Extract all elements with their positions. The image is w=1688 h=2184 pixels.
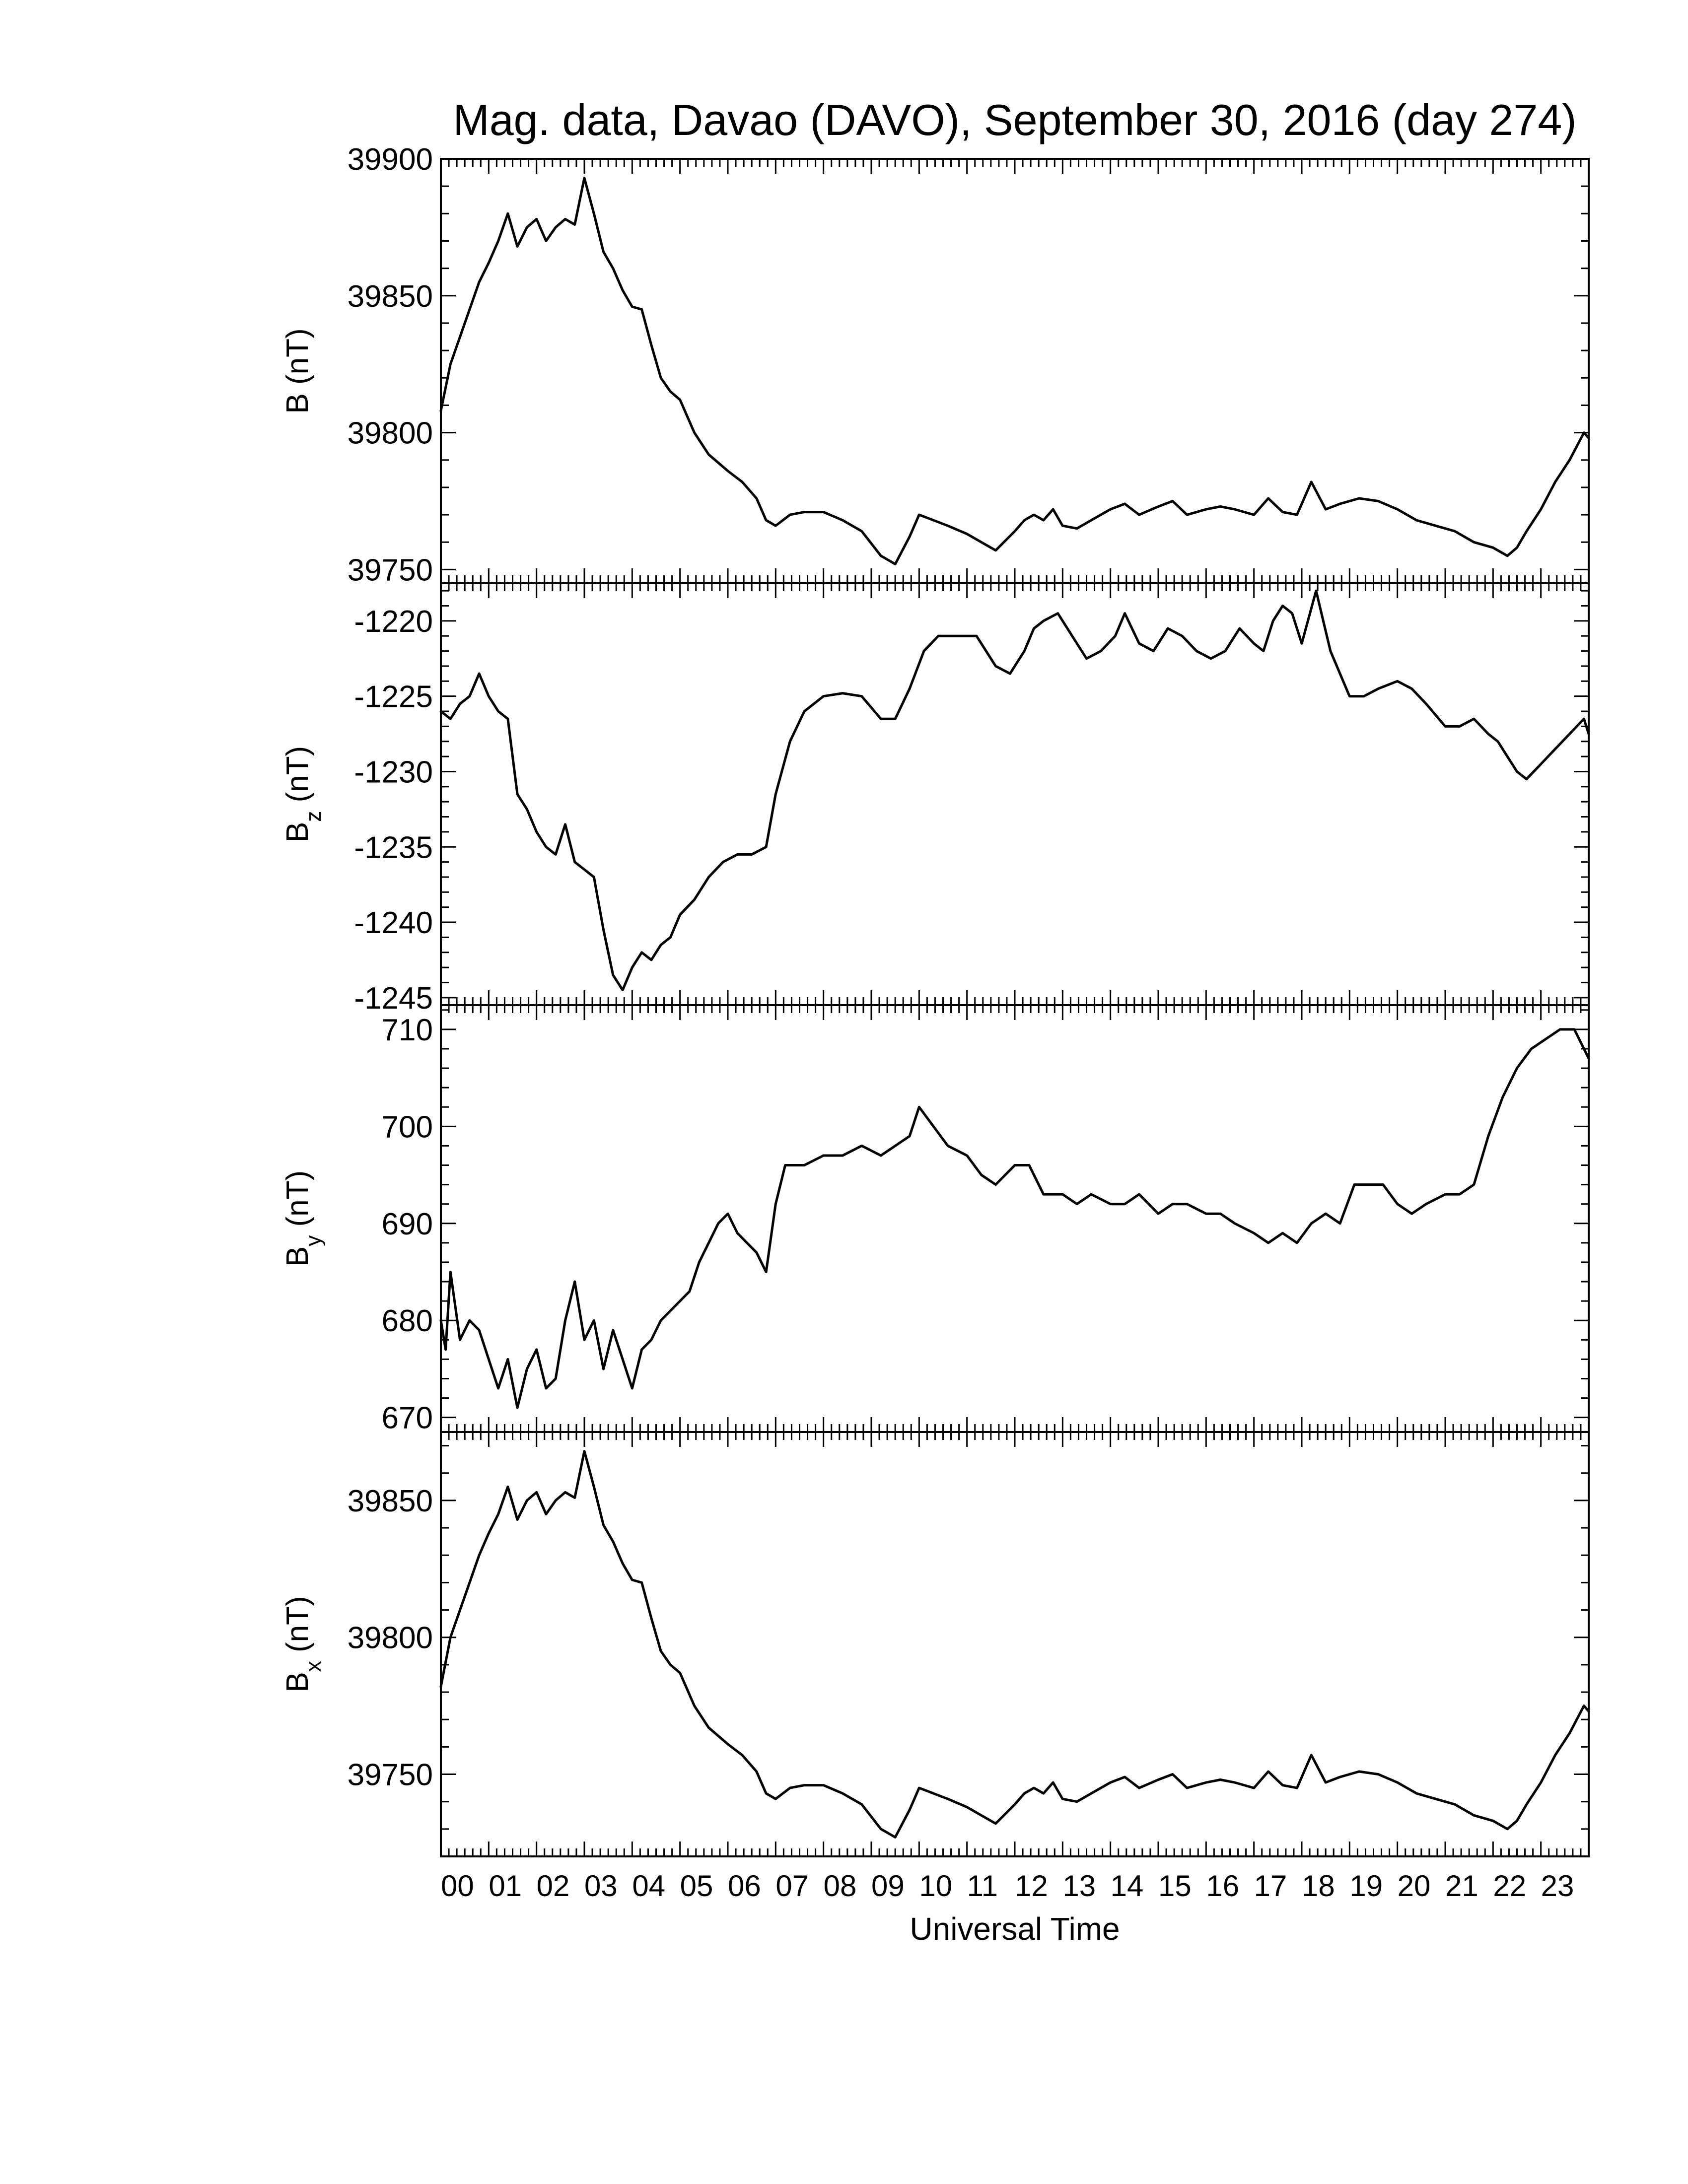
chart-title: Mag. data, Davao (DAVO), September 30, 2… — [453, 95, 1576, 144]
y-tick-label: -1225 — [354, 680, 433, 714]
y-tick-label: 710 — [382, 1013, 433, 1047]
x-tick-label: 01 — [489, 1869, 522, 1903]
y-tick-label: 39750 — [348, 1758, 433, 1792]
x-tick-label: 22 — [1493, 1869, 1526, 1903]
series-line-Bz — [439, 589, 1590, 992]
x-tick-label: 09 — [871, 1869, 905, 1903]
series-line-Bx — [439, 1450, 1590, 1839]
x-tick-label: 07 — [775, 1869, 809, 1903]
panels-group: 39750 39800 39850 39900 B (nT) -1245 -1240 -123… — [281, 142, 1590, 1857]
x-tick-label: 03 — [584, 1869, 618, 1903]
x-tick-label: 02 — [537, 1869, 570, 1903]
y-tick-label: -1235 — [354, 830, 433, 865]
y-tick-label: -1230 — [354, 755, 433, 789]
x-axis-tick-labels: 00 01 02 03 04 05 06 07 08 09 10 11 12 13 14 15 16 17 18 19… — [441, 1869, 1574, 1903]
y-axis-title-Bx: Bx (nT) — [281, 1596, 326, 1692]
x-tick-label: 06 — [728, 1869, 761, 1903]
x-tick-label: 16 — [1206, 1869, 1239, 1903]
panel-B: 39750 39800 39850 39900 B (nT) — [281, 142, 1590, 587]
y-tick-label: 680 — [382, 1304, 433, 1338]
x-axis-title: Universal Time — [910, 1911, 1120, 1947]
y-tick-label: 39800 — [348, 416, 433, 451]
x-tick-label: 00 — [441, 1869, 474, 1903]
x-tick-label: 17 — [1254, 1869, 1287, 1903]
y-tick-label: 39850 — [348, 279, 433, 314]
x-tick-label: 08 — [824, 1869, 857, 1903]
x-tick-label: 15 — [1158, 1869, 1192, 1903]
x-tick-label: 12 — [1015, 1869, 1048, 1903]
series-line-B — [439, 177, 1590, 565]
x-tick-label: 21 — [1445, 1869, 1478, 1903]
y-axis-title-Bz: Bz (nT) — [281, 746, 326, 842]
panel-Bz: -1245 -1240 -1235 -1230 -1225 -1220 Bz (nT) — [281, 582, 1590, 1016]
y-tick-label: 700 — [382, 1110, 433, 1144]
series-line-By — [439, 1028, 1590, 1409]
x-tick-label: 18 — [1302, 1869, 1335, 1903]
y-tick-label: -1240 — [354, 906, 433, 940]
y-tick-label: 39750 — [348, 553, 433, 587]
x-tick-label: 19 — [1349, 1869, 1383, 1903]
y-tick-label: 690 — [382, 1207, 433, 1241]
y-tick-label: -1245 — [354, 981, 433, 1016]
x-tick-label: 11 — [967, 1869, 998, 1903]
panel-Bx: 39750 39800 39850 Bx (nT) — [281, 1431, 1590, 1857]
x-tick-label: 04 — [632, 1869, 665, 1903]
y-tick-label: -1220 — [354, 605, 433, 639]
y-tick-label: 39800 — [348, 1621, 433, 1655]
x-tick-label: 13 — [1062, 1869, 1096, 1903]
x-tick-label: 23 — [1541, 1869, 1574, 1903]
y-axis-title-By: By (nT) — [281, 1170, 326, 1267]
x-tick-label: 10 — [919, 1869, 952, 1903]
x-tick-label: 20 — [1398, 1869, 1431, 1903]
y-tick-label: 39850 — [348, 1484, 433, 1518]
y-tick-label: 670 — [382, 1401, 433, 1435]
y-tick-label: 39900 — [348, 142, 433, 177]
y-axis-title-B: B (nT) — [281, 328, 315, 413]
x-tick-label: 14 — [1111, 1869, 1144, 1903]
x-tick-label: 05 — [680, 1869, 713, 1903]
